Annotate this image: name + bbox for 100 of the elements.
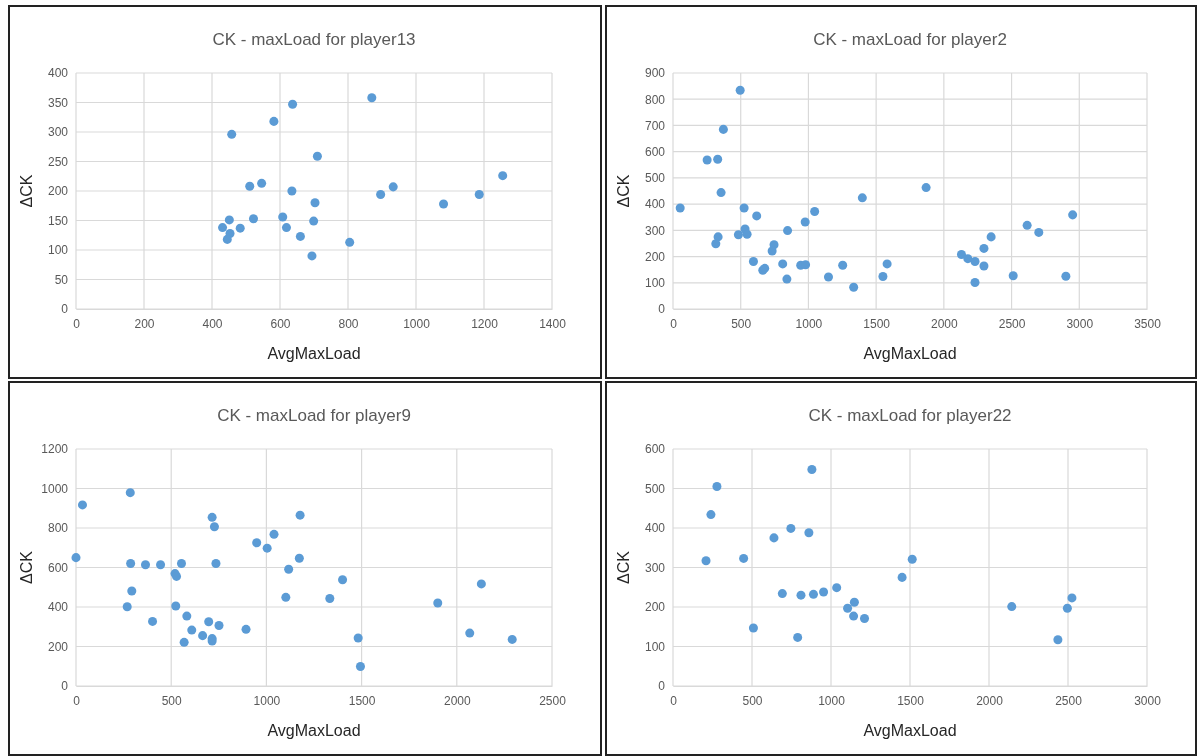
x-tick-label: 2500 [539, 693, 567, 708]
y-tick-label: 350 [47, 95, 69, 110]
point [956, 249, 966, 259]
point [325, 594, 335, 604]
point [307, 251, 317, 261]
point [312, 151, 322, 161]
y-tick-label: 600 [644, 145, 666, 160]
point [156, 560, 166, 570]
point [786, 523, 796, 533]
point [433, 598, 443, 608]
point [465, 628, 475, 638]
y-tick-label: 900 [644, 66, 666, 81]
point [269, 529, 279, 539]
point [748, 257, 758, 267]
point [711, 239, 721, 249]
point [752, 211, 762, 221]
x-tick-label: 2500 [998, 316, 1026, 331]
point [808, 589, 818, 599]
chart-title: CK - maxLoad for player13 [212, 30, 416, 49]
point [963, 254, 973, 264]
y-tick-label: 150 [47, 213, 69, 228]
x-tick-label: 500 [161, 693, 183, 708]
x-axis-title: AvgMaxLoad [863, 722, 957, 739]
point [782, 274, 792, 284]
y-tick-label: 600 [47, 560, 69, 575]
point [214, 621, 224, 631]
point [979, 243, 989, 253]
point [224, 215, 234, 225]
point [227, 129, 237, 139]
point [439, 199, 449, 209]
point [832, 583, 842, 593]
point [907, 554, 917, 564]
x-tick-label: 500 [731, 316, 752, 331]
point [248, 214, 258, 224]
y-tick-label: 200 [644, 249, 666, 264]
point [345, 237, 355, 247]
y-tick-label: 400 [47, 66, 69, 81]
x-tick-label: 1000 [253, 693, 281, 708]
y-tick-label: 600 [644, 442, 666, 457]
point [739, 203, 749, 213]
point [218, 223, 228, 233]
point [507, 634, 517, 644]
point [222, 234, 232, 244]
x-axis-title: AvgMaxLoad [267, 345, 361, 362]
point [209, 522, 219, 532]
point [1068, 210, 1078, 220]
y-tick-label: 400 [644, 197, 666, 212]
chart-title: CK - maxLoad for player2 [813, 30, 1007, 49]
x-tick-label: 500 [742, 693, 763, 708]
point [796, 590, 806, 600]
y-tick-label: 500 [644, 481, 666, 496]
point [970, 278, 980, 288]
point [979, 261, 989, 271]
point [849, 282, 859, 292]
point [882, 259, 892, 269]
y-tick-label: 100 [47, 243, 69, 258]
point [355, 661, 365, 671]
point [245, 181, 255, 191]
y-axis-title: ΔCK [18, 550, 35, 584]
x-axis-title: AvgMaxLoad [863, 345, 957, 362]
point [171, 601, 181, 611]
point [778, 259, 788, 269]
point [838, 260, 848, 270]
point [498, 171, 508, 181]
point [1008, 271, 1018, 281]
x-tick-label: 0 [670, 316, 678, 331]
y-tick-label: 700 [644, 118, 666, 133]
point [338, 575, 348, 585]
point [777, 589, 787, 599]
point [71, 553, 81, 563]
point [235, 223, 245, 233]
point [179, 637, 189, 647]
point [801, 260, 811, 270]
point [122, 602, 132, 612]
x-tick-label: 2000 [931, 316, 959, 331]
point [970, 257, 980, 267]
point [287, 186, 297, 196]
point [148, 616, 158, 626]
y-tick-label: 200 [644, 600, 666, 615]
point [182, 611, 192, 621]
point [376, 190, 386, 200]
y-tick-label: 0 [658, 679, 666, 694]
point [849, 611, 859, 621]
x-tick-label: 0 [670, 693, 678, 708]
y-tick-label: 250 [47, 154, 69, 169]
point [1061, 271, 1071, 281]
point [733, 230, 743, 240]
point [810, 206, 820, 216]
y-tick-label: 1000 [41, 481, 69, 496]
point [804, 528, 814, 538]
point [252, 538, 262, 548]
x-tick-label: 3500 [1134, 316, 1162, 331]
x-tick-label: 2000 [443, 693, 471, 708]
point [211, 559, 221, 569]
point [126, 559, 136, 569]
point [819, 587, 829, 597]
x-tick-label: 1200 [471, 316, 499, 331]
point [1062, 603, 1072, 613]
point [718, 124, 728, 134]
point [849, 597, 859, 607]
